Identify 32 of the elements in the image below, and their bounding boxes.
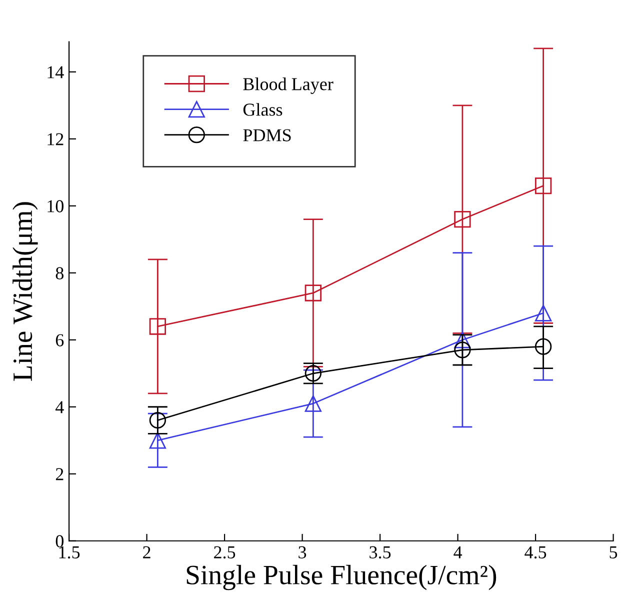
- x-tick-label: 5: [610, 546, 618, 558]
- legend-label: Blood Layer: [243, 78, 334, 94]
- legend-label: PDMS: [243, 129, 291, 142]
- x-tick-label: 3.5: [370, 546, 391, 559]
- y-tick-label: 6: [56, 334, 64, 346]
- x-tick-label: 4.5: [524, 546, 546, 559]
- y-tick-label: 10: [48, 200, 64, 212]
- point: [149, 318, 166, 335]
- x-axis-title: Single Pulse Fluence(J/cm²): [186, 564, 496, 590]
- point: [304, 284, 322, 302]
- point: [149, 432, 166, 449]
- point: [304, 395, 322, 412]
- point: [454, 332, 471, 348]
- x-tick-label: 1.5: [59, 546, 80, 559]
- point: [534, 338, 552, 355]
- y-tick-label: 12: [48, 133, 64, 146]
- x-tick-label: 3: [298, 546, 306, 558]
- y-tick-label: 8: [56, 267, 64, 280]
- point: [454, 210, 471, 228]
- x-tick-label: 2: [143, 546, 150, 558]
- point: [454, 342, 471, 358]
- x-tick-label: 4: [454, 546, 462, 558]
- y-tick-label: 2: [56, 468, 64, 480]
- point: [149, 412, 166, 429]
- point: [534, 177, 552, 194]
- point: [534, 304, 552, 322]
- y-axis-title: Line Width(μm): [12, 202, 38, 381]
- y-tick-label: 4: [56, 401, 64, 414]
- x-tick-label: 2.5: [214, 546, 236, 559]
- y-tick-label: 0: [56, 535, 64, 548]
- legend-label: Glass: [243, 103, 282, 116]
- y-tick-label: 14: [48, 66, 64, 78]
